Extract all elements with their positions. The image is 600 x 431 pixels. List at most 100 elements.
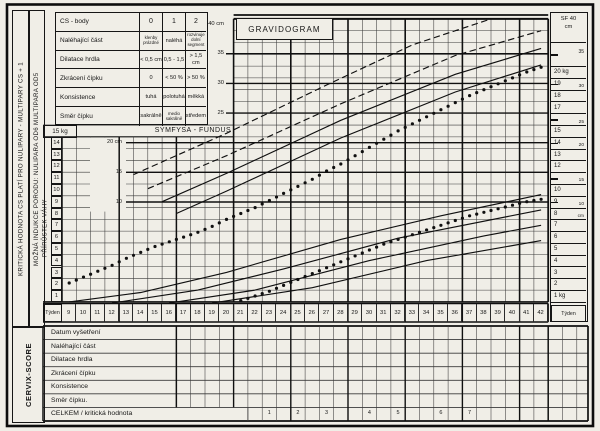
right-scale-kg-label: 13 — [554, 151, 561, 158]
data-dot — [317, 173, 321, 177]
right-scale-cell: 4 — [551, 256, 586, 268]
data-dot — [289, 188, 293, 192]
data-dot — [367, 248, 371, 252]
cs-table-cell: 0 — [140, 69, 163, 89]
score-row-label: Naléhající část — [51, 342, 96, 350]
data-dot — [210, 224, 214, 228]
data-dot — [296, 277, 300, 282]
right-scale-tick-dash — [551, 119, 558, 121]
week-axis-label-right: Týden — [551, 304, 586, 322]
data-dot — [489, 85, 493, 89]
sf-axis-label-inner: 15 — [115, 168, 122, 175]
week-cell: 36 — [448, 303, 463, 322]
week-cell: 16 — [162, 303, 177, 322]
cs-table-cell: 0,5 - 1,5 — [163, 50, 186, 70]
data-dot — [174, 237, 178, 241]
data-dot — [532, 68, 536, 72]
data-dot — [482, 88, 486, 92]
percentile-line-sf-percentile-3 — [161, 47, 542, 203]
right-scale-kg-label: 14 — [554, 138, 561, 150]
data-dot — [274, 286, 279, 290]
week-cell: 30 — [362, 303, 377, 322]
right-scale-kg-label: 7 — [554, 222, 558, 229]
right-scale-cell: 2 — [551, 279, 586, 292]
week-cell: 18 — [191, 303, 205, 322]
left-kg-cell: 8 — [51, 207, 62, 220]
data-dot — [332, 165, 336, 170]
cs-table-cell: 0 — [140, 13, 163, 32]
week-cell: 38 — [477, 303, 491, 322]
data-dot — [224, 217, 229, 221]
week-cell: 20 — [219, 303, 234, 322]
page-title: GRAVIDOGRAM — [248, 24, 321, 34]
right-scale-cell: 15 — [551, 126, 586, 138]
right-scale-kg-label: 15 — [554, 128, 561, 134]
data-dot — [310, 272, 314, 276]
right-scale-tick-dash — [551, 178, 558, 180]
left-kg-cell: 4 — [51, 254, 62, 267]
score-total-value: 6 — [439, 410, 443, 417]
data-dot — [260, 202, 264, 206]
cs-table-cell: > 50 % — [186, 69, 206, 89]
right-scale-tick: cm — [577, 213, 584, 219]
left-kg-cell: 10 — [51, 184, 62, 196]
data-dot — [196, 230, 200, 234]
week-cell: 25 — [291, 303, 306, 322]
left-kg-cell: 12 — [51, 160, 62, 173]
right-scale-tick-dash — [551, 142, 558, 145]
score-row-label: Datum vyšetření — [51, 329, 101, 336]
right-scale-cell: 1930 — [551, 79, 586, 91]
data-dot — [439, 223, 443, 227]
week-cell: 9 — [62, 303, 77, 322]
data-dot — [475, 91, 479, 95]
data-dot — [539, 197, 543, 201]
data-dot — [446, 104, 450, 108]
right-scale-kg-label: 1 kg — [554, 293, 566, 300]
week-cell: 41 — [520, 303, 534, 322]
right-scale-tick: 10 — [578, 202, 584, 208]
week-cell: 10 — [76, 303, 91, 322]
right-scale-tick-dash — [551, 84, 558, 86]
right-scale-kg-label: 18 — [554, 92, 561, 99]
percentile-line-weight-percentile-2 — [112, 209, 542, 304]
kg-15-label: 15 kg — [43, 125, 77, 138]
right-scale-cell: 25 — [551, 114, 586, 127]
data-dot — [539, 65, 543, 69]
week-cell: 34 — [420, 303, 434, 322]
right-scale-tick: 25 — [578, 119, 584, 125]
data-dot — [468, 214, 472, 218]
data-dot — [503, 205, 507, 209]
data-dot — [403, 125, 407, 129]
data-dot — [439, 108, 443, 112]
right-scale-kg-label: 3 — [554, 269, 558, 276]
data-dot — [274, 195, 279, 199]
data-dot — [489, 208, 493, 213]
week-cell: 39 — [491, 303, 506, 322]
right-scale-kg-label: 2 — [554, 281, 558, 288]
cs-table-cell: měkká — [186, 88, 206, 108]
week-cell: 14 — [134, 303, 148, 322]
week-cell: 32 — [391, 303, 406, 322]
data-dot — [453, 101, 457, 105]
data-dot — [96, 269, 100, 273]
data-dot — [460, 216, 464, 220]
score-total-value: 5 — [396, 410, 400, 417]
score-row-label: Zkrácení čípku — [51, 369, 96, 377]
data-dot — [310, 177, 314, 181]
left-kg-cell: 13 — [51, 148, 62, 161]
percentile-line-weight-percentile-3 — [169, 224, 542, 304]
data-dot — [124, 256, 128, 260]
data-dot — [382, 137, 386, 141]
left-kg-cell: 6 — [51, 231, 62, 243]
data-dot — [303, 181, 307, 185]
right-scale-cell: 17 — [551, 103, 586, 115]
dotted-series-upper — [67, 65, 543, 285]
data-dot — [160, 242, 164, 246]
right-scale-cell: 5 — [551, 244, 586, 256]
score-total-value: 4 — [367, 410, 371, 417]
sf-axis-label-left: 25 — [217, 109, 224, 116]
data-dot — [239, 211, 243, 216]
data-dot — [468, 94, 472, 98]
data-dot — [410, 122, 414, 126]
percentile-line-sf-percentile-2 — [147, 30, 542, 190]
